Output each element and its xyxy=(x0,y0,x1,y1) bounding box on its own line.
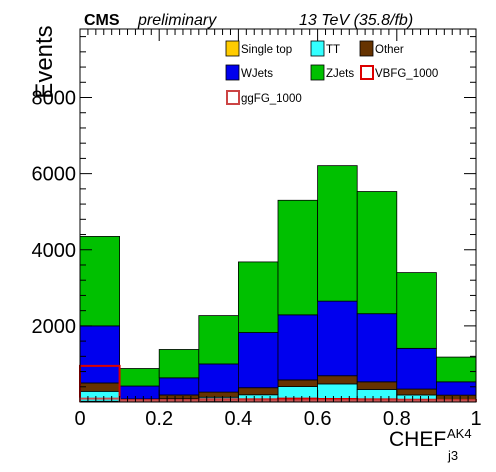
legend-swatch-other xyxy=(359,40,374,57)
bar-zjets-bin-9 xyxy=(435,356,477,383)
x-axis-label-subscript: j3 xyxy=(447,448,458,463)
x-axis-label-superscript: AK4 xyxy=(447,426,472,441)
x-tick-label: 0.8 xyxy=(383,408,411,430)
bar-wjets-bin-6 xyxy=(317,300,358,377)
bar-other-bin-3 xyxy=(198,391,239,398)
status-label: preliminary xyxy=(137,12,217,29)
x-tick-label: 0 xyxy=(74,408,85,430)
legend-swatch-vbfg-1000 xyxy=(360,65,374,80)
bar-zjets-bin-7 xyxy=(356,191,398,315)
bar-other-bin-8 xyxy=(396,388,437,396)
bar-zjets-bin-5 xyxy=(277,199,318,316)
x-tick-label: 0.6 xyxy=(304,408,332,430)
legend-swatch-zjets xyxy=(310,64,325,81)
legend-label-single-top: Single top xyxy=(241,44,292,56)
legend-label-other: Other xyxy=(375,44,404,56)
bar-wjets-bin-0 xyxy=(79,325,120,384)
x-tick-label: 0.2 xyxy=(145,408,173,430)
bar-wjets-bin-2 xyxy=(158,377,200,396)
bar-wjets-bin-7 xyxy=(356,313,398,383)
bar-zjets-bin-4 xyxy=(237,261,279,333)
bar-wjets-bin-3 xyxy=(198,363,239,393)
energy-label: 13 TeV (35.8/fb) xyxy=(299,12,413,29)
legend-label-vbfg-1000: VBFG_1000 xyxy=(375,68,438,80)
bar-wjets-bin-8 xyxy=(396,347,437,390)
y-tick-label: 4000 xyxy=(32,240,77,262)
bar-other-bin-4 xyxy=(237,387,279,396)
bar-other-bin-7 xyxy=(356,381,398,390)
legend-label-ggfg-1000: ggFG_1000 xyxy=(241,93,302,105)
legend-label-tt: TT xyxy=(326,44,340,56)
bar-other-bin-6 xyxy=(317,375,358,385)
x-tick-label: 1 xyxy=(470,408,481,430)
bar-wjets-bin-4 xyxy=(237,332,279,389)
legend-swatch-wjets xyxy=(225,64,240,81)
bar-wjets-bin-9 xyxy=(435,381,477,396)
legend-label-wjets: WJets xyxy=(241,68,273,80)
legend-label-zjets: ZJets xyxy=(326,68,354,80)
bar-other-bin-5 xyxy=(277,379,318,387)
bar-tt-bin-0 xyxy=(79,390,120,402)
bar-zjets-bin-8 xyxy=(396,272,437,349)
bar-other-bin-2 xyxy=(158,394,200,400)
y-tick-label: 6000 xyxy=(32,164,77,186)
histogram-bars xyxy=(79,165,477,403)
x-axis-label: CHEF xyxy=(389,428,446,451)
bar-zjets-bin-2 xyxy=(158,349,200,379)
bar-zjets-bin-3 xyxy=(198,315,239,365)
legend: Single top TT Other WJets ZJets VBFG_1000 ggFG… xyxy=(225,40,438,105)
bar-wjets-bin-5 xyxy=(277,314,318,381)
bar-wjets-bin-1 xyxy=(119,385,160,400)
experiment-label: CMS xyxy=(84,12,120,29)
x-tick-label: 0.4 xyxy=(224,408,252,430)
y-tick-label: 2000 xyxy=(32,316,77,338)
y-tick-label: 8000 xyxy=(32,88,77,110)
legend-swatch-single-top xyxy=(225,40,240,57)
legend-swatch-ggfg-1000 xyxy=(226,90,240,105)
bar-zjets-bin-1 xyxy=(119,368,160,387)
y-axis-label: Events xyxy=(31,25,58,98)
legend-swatch-tt xyxy=(310,40,325,57)
bar-zjets-bin-0 xyxy=(79,236,120,327)
axes: 2000 4000 6000 8000 0 0.2 0.4 0.6 0.8 1 xyxy=(32,28,482,430)
bar-zjets-bin-6 xyxy=(317,165,358,302)
